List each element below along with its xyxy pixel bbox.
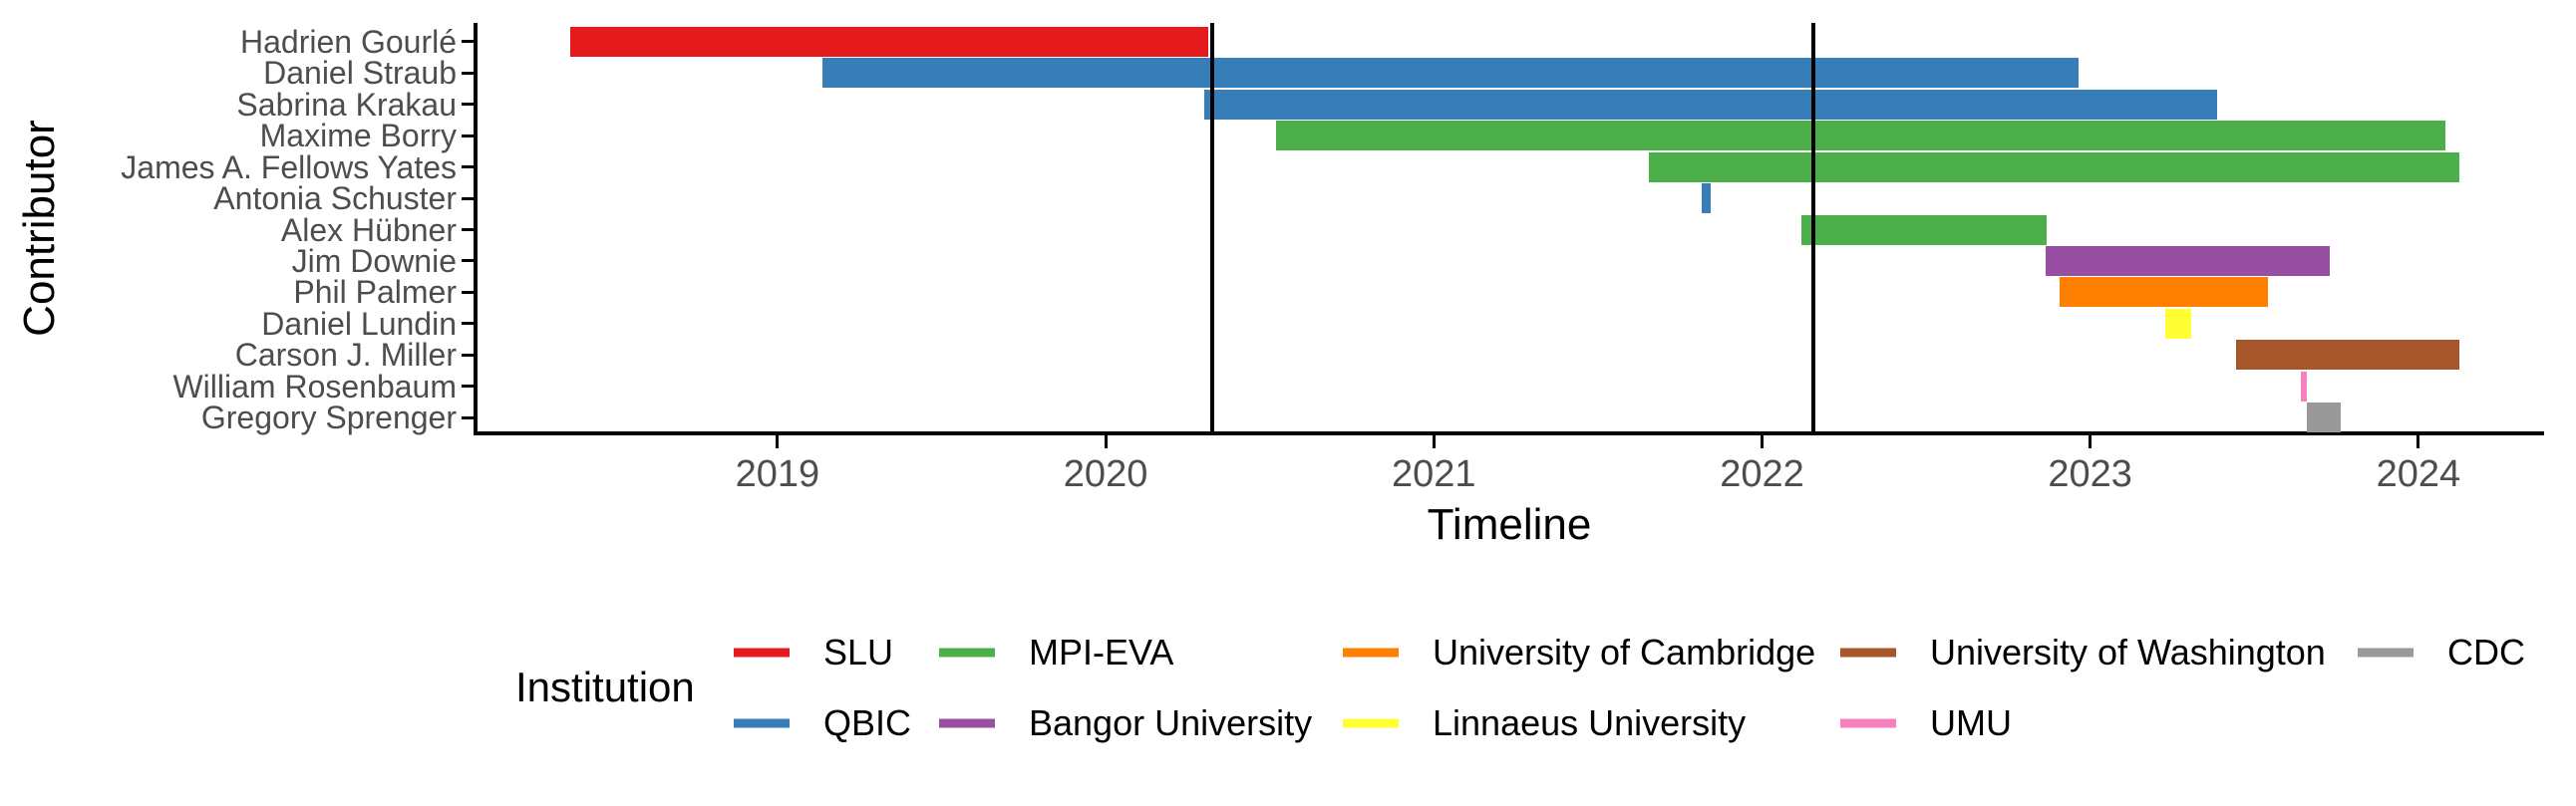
y-axis-tick — [462, 290, 474, 294]
y-tick-label: Antonia Schuster — [213, 180, 457, 217]
gantt-bar — [569, 26, 1208, 57]
y-axis-tick — [462, 385, 474, 389]
legend-label: UMU — [1930, 702, 2012, 743]
x-axis-title: Timeline — [1427, 500, 1592, 549]
y-axis-tick — [462, 40, 474, 44]
y-tick-label: Alex Hübner — [280, 211, 457, 248]
y-tick-label: Phil Palmer — [293, 274, 457, 311]
y-tick-label: Jim Downie — [291, 242, 457, 279]
legend-title: Institution — [515, 664, 695, 710]
legend-label: QBIC — [823, 702, 912, 743]
legend-label: Bangor University — [1029, 702, 1313, 743]
gantt-bar — [2059, 277, 2268, 308]
y-axis-tick — [462, 259, 474, 263]
gantt-bar — [821, 58, 2079, 89]
plot-panel — [474, 23, 2544, 435]
y-axis-tick — [462, 165, 474, 169]
x-tick-label: 2023 — [2048, 453, 2132, 495]
gantt-bar — [1275, 121, 2445, 151]
legend-label: CDC — [2447, 632, 2525, 672]
legend-label: University of Cambridge — [1433, 632, 1816, 672]
y-axis-tick — [462, 103, 474, 107]
x-axis-tick — [1104, 435, 1108, 448]
legend-key-swatch — [939, 648, 995, 658]
x-axis-tick — [776, 435, 780, 448]
y-tick-label: Sabrina Krakau — [236, 86, 457, 123]
gantt-bar — [1701, 183, 1711, 214]
legend-key-swatch — [734, 648, 790, 658]
x-tick-label: 2022 — [1720, 453, 1804, 495]
y-axis-tick — [462, 228, 474, 231]
gantt-bar — [1203, 89, 2218, 120]
y-axis-tick — [462, 134, 474, 137]
gantt-bar — [2300, 371, 2308, 402]
legend-label: University of Washington — [1930, 632, 2326, 672]
x-tick-label: 2024 — [2376, 453, 2461, 495]
legend-key-swatch — [734, 718, 790, 728]
x-tick-label: 2019 — [735, 453, 820, 495]
legend-key-swatch — [2358, 648, 2414, 658]
y-tick-label: Hadrien Gourlé — [240, 23, 457, 60]
y-tick-label: Carson J. Miller — [234, 337, 457, 374]
x-axis-tick — [1760, 435, 1764, 448]
gantt-bar — [1800, 214, 2048, 245]
y-axis-tick — [462, 71, 474, 75]
gantt-bar — [1648, 151, 2460, 182]
y-tick-label: Daniel Straub — [263, 55, 457, 92]
legend-key-swatch — [1343, 718, 1399, 728]
x-axis-tick — [2416, 435, 2420, 448]
x-tick-label: 2021 — [1392, 453, 1476, 495]
gantt-bar — [2307, 403, 2342, 433]
event-line — [1811, 23, 1816, 431]
y-tick-label: Daniel Lundin — [261, 305, 457, 342]
y-tick-label: Maxime Borry — [259, 118, 457, 154]
y-tick-label: William Rosenbaum — [172, 368, 457, 404]
y-axis-tick — [462, 196, 474, 200]
legend-key-swatch — [1840, 648, 1896, 658]
event-line — [1210, 23, 1215, 431]
legend-key-swatch — [1840, 718, 1896, 728]
y-tick-label: James A. Fellows Yates — [121, 148, 457, 185]
gantt-bar — [2235, 340, 2460, 371]
gantt-bar — [2164, 308, 2191, 339]
legend-key-swatch — [1343, 648, 1399, 658]
legend-label: MPI-EVA — [1029, 632, 1174, 672]
x-tick-label: 2020 — [1063, 453, 1148, 495]
y-axis-tick — [462, 415, 474, 419]
x-axis-tick — [1432, 435, 1436, 448]
y-tick-label: Gregory Sprenger — [200, 400, 457, 436]
legend-key-swatch — [939, 718, 995, 728]
legend-label: SLU — [823, 632, 894, 672]
gantt-bar — [2045, 245, 2330, 276]
x-axis-tick — [2089, 435, 2093, 448]
y-axis-tick — [462, 322, 474, 326]
y-axis-tick — [462, 353, 474, 357]
legend-label: Linnaeus University — [1433, 702, 1747, 743]
